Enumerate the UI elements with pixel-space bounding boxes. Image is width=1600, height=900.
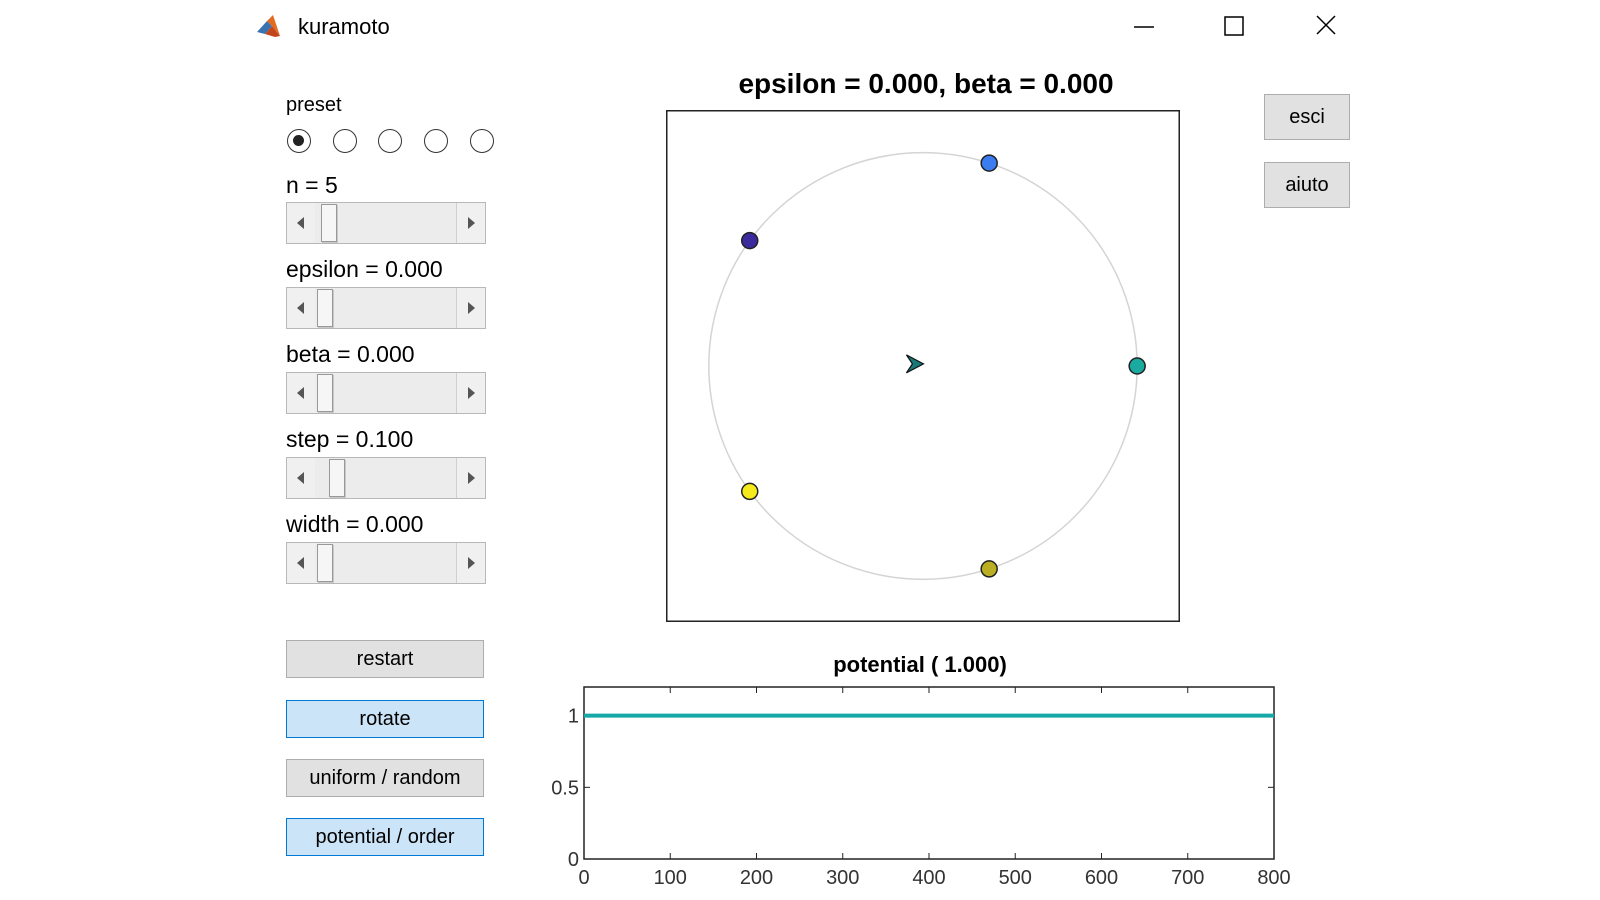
- slider-left-arrow-icon[interactable]: [287, 543, 316, 583]
- preset-radio-4[interactable]: [424, 129, 448, 153]
- minimize-icon: [1134, 26, 1154, 28]
- potential-plot: 0 100 200 300 400 500 600 700 800 0 0.5 1: [551, 686, 1290, 889]
- preset-radio-2[interactable]: [333, 129, 357, 153]
- maximize-button[interactable]: [1212, 8, 1256, 44]
- restart-button[interactable]: restart: [286, 640, 484, 678]
- slider-track[interactable]: [315, 373, 457, 413]
- phase-plot: [666, 110, 1180, 622]
- uniform-random-button[interactable]: uniform / random: [286, 759, 484, 797]
- y-tick-label: 1: [568, 706, 579, 728]
- matlab-logo-icon: [255, 12, 283, 40]
- slider-left-arrow-icon[interactable]: [287, 458, 316, 498]
- minimize-button[interactable]: [1122, 8, 1166, 44]
- plot-frame: [666, 110, 1180, 622]
- slider-left-arrow-icon[interactable]: [287, 203, 316, 243]
- width-slider[interactable]: [286, 542, 486, 584]
- x-tick-label: 0: [578, 867, 589, 889]
- esci-button[interactable]: esci: [1264, 94, 1350, 140]
- epsilon-label: epsilon = 0.000: [286, 256, 443, 282]
- preset-radio-1[interactable]: [287, 129, 311, 153]
- rotate-button[interactable]: rotate: [286, 700, 484, 738]
- potential-plot-title: potential ( 1.000): [833, 652, 1007, 677]
- slider-right-arrow-icon[interactable]: [456, 203, 485, 243]
- slider-right-arrow-icon[interactable]: [456, 543, 485, 583]
- slider-thumb[interactable]: [317, 544, 333, 582]
- x-tick-label: 300: [826, 867, 859, 889]
- oscillator-dot-5: [980, 560, 998, 578]
- window-title: kuramoto: [298, 14, 390, 39]
- slider-thumb[interactable]: [321, 204, 337, 242]
- aiuto-button[interactable]: aiuto: [1264, 162, 1350, 208]
- preset-radio-3[interactable]: [378, 129, 402, 153]
- n-slider[interactable]: [286, 202, 486, 244]
- slider-track[interactable]: [315, 203, 457, 243]
- slider-left-arrow-icon[interactable]: [287, 373, 316, 413]
- slider-track[interactable]: [315, 458, 457, 498]
- oscillator-dot-4: [740, 482, 759, 501]
- preset-radio-5[interactable]: [470, 129, 494, 153]
- x-tick-label: 800: [1257, 867, 1290, 889]
- close-icon: [1316, 15, 1336, 35]
- x-tick-label: 600: [1085, 867, 1118, 889]
- slider-thumb[interactable]: [317, 289, 333, 327]
- maximize-icon: [1224, 16, 1244, 36]
- y-tick-label: 0.5: [551, 777, 579, 799]
- oscillator-dot-1: [980, 154, 998, 172]
- slider-right-arrow-icon[interactable]: [456, 458, 485, 498]
- n-label: n = 5: [286, 172, 338, 198]
- oscillator-dot-2: [740, 231, 759, 250]
- slider-track[interactable]: [315, 288, 457, 328]
- slider-track[interactable]: [315, 543, 457, 583]
- preset-label: preset: [286, 94, 342, 116]
- close-button[interactable]: [1304, 8, 1348, 44]
- x-tick-label: 500: [999, 867, 1032, 889]
- x-tick-label: 100: [654, 867, 687, 889]
- slider-thumb[interactable]: [317, 374, 333, 412]
- step-slider[interactable]: [286, 457, 486, 499]
- slider-right-arrow-icon[interactable]: [456, 373, 485, 413]
- slider-left-arrow-icon[interactable]: [287, 288, 316, 328]
- order-parameter-arrow: [905, 354, 925, 374]
- y-tick-label: 0: [568, 849, 579, 871]
- width-label: width = 0.000: [286, 511, 424, 537]
- slider-right-arrow-icon[interactable]: [456, 288, 485, 328]
- x-tick-label: 200: [740, 867, 773, 889]
- beta-slider[interactable]: [286, 372, 486, 414]
- potential-order-button[interactable]: potential / order: [286, 818, 484, 856]
- radio-selected-dot: [293, 135, 304, 146]
- epsilon-slider[interactable]: [286, 287, 486, 329]
- oscillator-dot-3: [1128, 357, 1146, 375]
- beta-label: beta = 0.000: [286, 341, 415, 367]
- potential-plot-frame: [583, 686, 1275, 860]
- phase-plot-title: epsilon = 0.000, beta = 0.000: [738, 68, 1114, 99]
- step-label: step = 0.100: [286, 426, 414, 452]
- slider-thumb[interactable]: [329, 459, 345, 497]
- x-tick-label: 700: [1171, 867, 1204, 889]
- x-tick-label: 400: [912, 867, 945, 889]
